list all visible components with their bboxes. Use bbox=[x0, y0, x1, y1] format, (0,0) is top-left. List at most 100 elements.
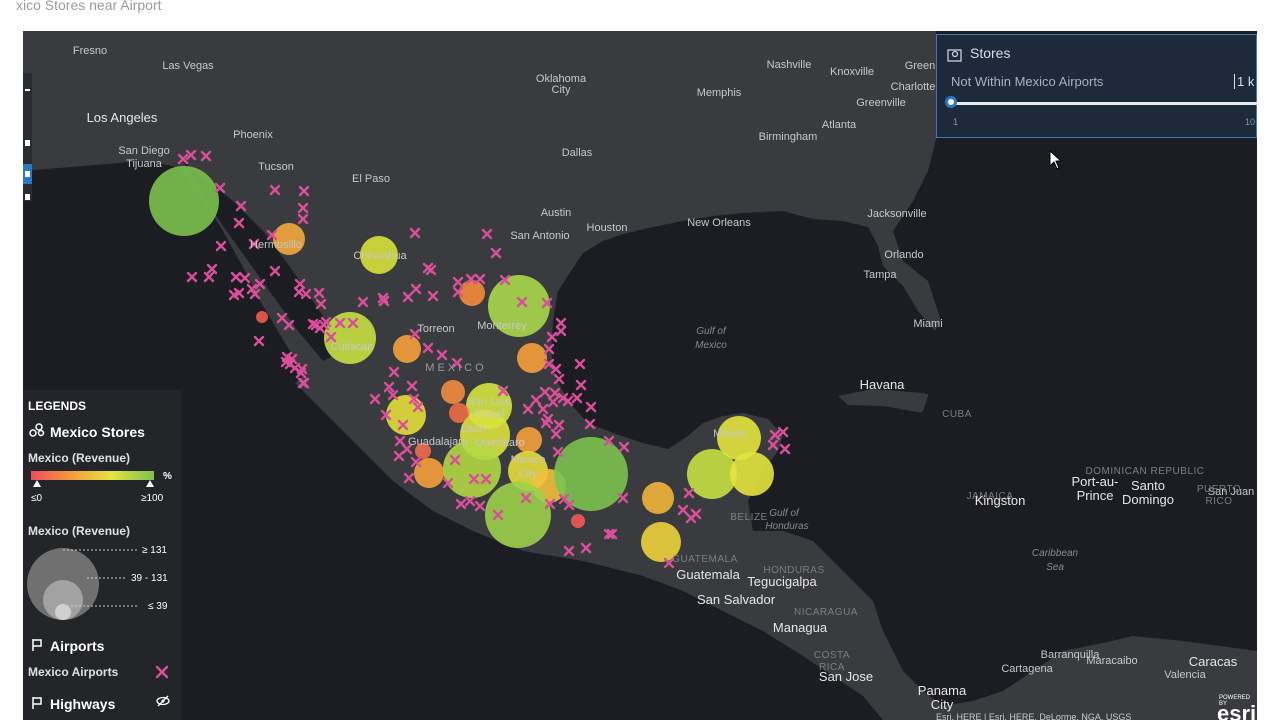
airport-marker[interactable] bbox=[397, 419, 409, 431]
airport-marker[interactable] bbox=[215, 240, 227, 252]
airport-marker[interactable] bbox=[307, 318, 319, 330]
airport-marker[interactable] bbox=[347, 317, 359, 329]
airport-marker[interactable] bbox=[283, 319, 295, 331]
airport-marker[interactable] bbox=[266, 229, 278, 241]
airport-marker[interactable] bbox=[543, 358, 555, 370]
airport-marker[interactable] bbox=[451, 357, 463, 369]
airport-marker[interactable] bbox=[575, 379, 587, 391]
store-bubble[interactable] bbox=[273, 223, 305, 255]
airport-marker[interactable] bbox=[269, 265, 281, 277]
airport-marker[interactable] bbox=[677, 504, 689, 516]
airport-marker[interactable] bbox=[550, 428, 562, 440]
airport-marker[interactable] bbox=[522, 403, 534, 415]
airport-marker[interactable] bbox=[537, 403, 549, 415]
legend-highways-group[interactable]: Highways bbox=[50, 696, 116, 712]
store-bubble[interactable] bbox=[642, 482, 674, 514]
airport-marker[interactable] bbox=[663, 557, 675, 569]
airport-marker[interactable] bbox=[387, 389, 399, 401]
airport-marker[interactable] bbox=[449, 454, 461, 466]
airport-marker[interactable] bbox=[249, 288, 261, 300]
airport-marker[interactable] bbox=[481, 228, 493, 240]
airport-marker[interactable] bbox=[203, 271, 215, 283]
airport-marker[interactable] bbox=[422, 342, 434, 354]
airport-marker[interactable] bbox=[543, 343, 555, 355]
airport-marker[interactable] bbox=[553, 373, 565, 385]
airport-marker[interactable] bbox=[544, 498, 556, 510]
airport-marker[interactable] bbox=[206, 263, 218, 275]
airport-marker[interactable] bbox=[294, 278, 306, 290]
airport-marker[interactable] bbox=[248, 238, 260, 250]
airport-marker[interactable] bbox=[555, 325, 567, 337]
airport-marker[interactable] bbox=[297, 377, 309, 389]
store-bubble[interactable] bbox=[571, 514, 585, 528]
airport-marker[interactable] bbox=[474, 500, 486, 512]
airport-marker[interactable] bbox=[549, 387, 561, 399]
airport-marker[interactable] bbox=[557, 392, 569, 404]
airport-marker[interactable] bbox=[284, 358, 296, 370]
airport-marker[interactable] bbox=[683, 487, 695, 499]
airport-marker[interactable] bbox=[558, 493, 570, 505]
airport-marker[interactable] bbox=[378, 295, 390, 307]
store-bubble[interactable] bbox=[730, 452, 774, 496]
airport-marker[interactable] bbox=[314, 322, 326, 334]
airport-marker[interactable] bbox=[618, 441, 630, 453]
panel-distance-value[interactable]: 1 k bbox=[1234, 74, 1254, 89]
airport-marker[interactable] bbox=[436, 349, 448, 361]
store-bubble[interactable] bbox=[687, 449, 737, 499]
airport-marker[interactable] bbox=[313, 287, 325, 299]
airport-marker[interactable] bbox=[499, 274, 511, 286]
airport-marker[interactable] bbox=[497, 385, 509, 397]
store-bubble[interactable] bbox=[393, 335, 421, 363]
airport-marker[interactable] bbox=[547, 396, 559, 408]
airport-marker[interactable] bbox=[298, 185, 310, 197]
airport-marker[interactable] bbox=[185, 149, 197, 161]
map-share-button[interactable] bbox=[23, 187, 32, 207]
store-bubble[interactable] bbox=[414, 458, 444, 488]
map-canvas[interactable] bbox=[23, 31, 1257, 720]
airport-marker[interactable] bbox=[468, 473, 480, 485]
map-locate-button[interactable] bbox=[23, 133, 32, 153]
airport-marker[interactable] bbox=[546, 331, 558, 343]
airport-marker[interactable] bbox=[293, 286, 305, 298]
airport-marker[interactable] bbox=[603, 435, 615, 447]
airport-marker[interactable] bbox=[617, 492, 629, 504]
airport-marker[interactable] bbox=[516, 296, 528, 308]
store-bubble[interactable] bbox=[554, 437, 628, 511]
store-bubble[interactable] bbox=[516, 427, 542, 453]
airport-marker[interactable] bbox=[233, 287, 245, 299]
airport-marker[interactable] bbox=[214, 182, 226, 194]
airport-marker[interactable] bbox=[254, 278, 266, 290]
airport-marker[interactable] bbox=[409, 227, 421, 239]
airport-marker[interactable] bbox=[584, 418, 596, 430]
airport-marker[interactable] bbox=[403, 472, 415, 484]
airport-marker[interactable] bbox=[315, 298, 327, 310]
airport-marker[interactable] bbox=[465, 273, 477, 285]
airport-marker[interactable] bbox=[574, 358, 586, 370]
airport-marker[interactable] bbox=[281, 351, 293, 363]
store-bubble[interactable] bbox=[717, 416, 761, 460]
airport-marker[interactable] bbox=[603, 528, 615, 540]
airport-marker[interactable] bbox=[552, 446, 564, 458]
airport-marker[interactable] bbox=[555, 317, 567, 329]
stores-layer[interactable] bbox=[149, 166, 774, 562]
airport-marker[interactable] bbox=[406, 380, 418, 392]
airport-marker[interactable] bbox=[563, 545, 575, 557]
airport-marker[interactable] bbox=[480, 473, 492, 485]
legend-airports-group[interactable]: Airports bbox=[50, 638, 105, 654]
store-bubble[interactable] bbox=[415, 443, 431, 459]
map-layers-button[interactable] bbox=[23, 164, 32, 184]
airport-marker[interactable] bbox=[562, 395, 574, 407]
airport-marker[interactable] bbox=[177, 153, 189, 165]
store-bubble[interactable] bbox=[441, 380, 465, 404]
airport-marker[interactable] bbox=[464, 495, 476, 507]
airport-marker[interactable] bbox=[541, 297, 553, 309]
map-home-button[interactable] bbox=[23, 81, 32, 101]
store-bubble[interactable] bbox=[641, 522, 681, 562]
airport-marker[interactable] bbox=[235, 200, 247, 212]
airport-marker[interactable] bbox=[297, 213, 309, 225]
airport-marker[interactable] bbox=[427, 290, 439, 302]
airport-marker[interactable] bbox=[239, 272, 251, 284]
airport-marker[interactable] bbox=[393, 450, 405, 462]
airport-marker[interactable] bbox=[520, 492, 532, 504]
store-bubble[interactable] bbox=[256, 311, 268, 323]
